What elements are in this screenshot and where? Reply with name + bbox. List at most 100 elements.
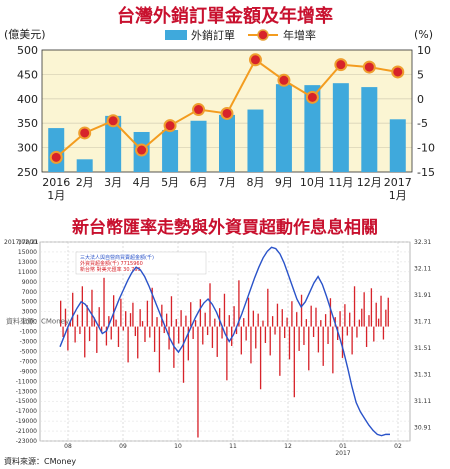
chart1-title: 台灣外銷訂單金額及年增率 (117, 6, 333, 27)
bar-foreign-flow (361, 308, 363, 327)
x-tick-label: 10月 (300, 176, 325, 189)
bar-foreign-flow (382, 326, 385, 340)
bar-foreign-flow (194, 320, 197, 327)
bar-foreign-flow (103, 277, 105, 327)
bar-foreign-flow (370, 288, 373, 327)
bar-foreign-flow (185, 315, 187, 327)
x-tick-label: 1月 (389, 189, 407, 202)
bar-foreign-flow (156, 317, 158, 327)
bar-foreign-flow (72, 292, 74, 327)
point-yoy-growth (49, 150, 63, 164)
bar-foreign-flow (161, 304, 163, 327)
bar-export-orders (247, 109, 264, 172)
y-tick-label: 350 (17, 117, 38, 130)
legend-label-bar: 外銷訂單 (191, 28, 235, 42)
y2-tick-label: 31.91 (414, 292, 431, 299)
bar-foreign-flow (149, 326, 151, 338)
y-tick-label: -13000 (16, 388, 37, 395)
bar-foreign-flow (368, 315, 370, 327)
point-yoy-growth (163, 119, 177, 133)
bar-foreign-flow (235, 326, 238, 335)
bar-foreign-flow (245, 326, 247, 341)
bar-foreign-flow (255, 326, 257, 349)
point-yoy-growth (391, 65, 405, 79)
bar-foreign-flow (259, 326, 262, 390)
x-tick-label: 9月 (275, 176, 293, 189)
legend-label-line: 年增率 (283, 28, 316, 42)
bar-foreign-flow (262, 320, 264, 327)
bar-export-orders (76, 159, 93, 172)
legend-line: 新台幣 對美元匯率 30.793 (80, 266, 141, 273)
bar-foreign-flow (269, 326, 271, 356)
x-tick-label: 8月 (246, 176, 264, 189)
y2-tick-label: -5 (417, 117, 428, 130)
y2-tick-label: 31.51 (414, 345, 431, 352)
bar-foreign-flow (216, 326, 218, 357)
bar-foreign-flow (69, 320, 71, 327)
bar-foreign-flow (257, 313, 259, 327)
export-orders-chart: 250 300 350 400 450 500 -15 -10 -5 0 5 10 (億美元) (%) 外銷… (4, 28, 435, 202)
x-tick-label: 5月 (161, 176, 179, 189)
x-tick-label: 10 (174, 443, 182, 450)
bar-foreign-flow (238, 280, 240, 327)
bar-foreign-flow (365, 326, 368, 347)
bar-foreign-flow (373, 326, 375, 342)
bar-export-orders (105, 115, 122, 172)
bar-foreign-flow (300, 294, 303, 327)
bar-foreign-flow (276, 303, 279, 327)
bar-foreign-flow (100, 326, 103, 333)
date-label: 2017/02/21 (4, 239, 39, 246)
bar-export-orders (361, 87, 378, 172)
bar-foreign-flow (64, 308, 67, 327)
bar-foreign-flow (281, 309, 283, 327)
bar-export-orders (304, 85, 321, 172)
bar-foreign-flow (303, 326, 305, 345)
y-tick-label: -19000 (16, 418, 37, 425)
bar-foreign-flow (76, 314, 79, 327)
bar-export-orders (332, 83, 349, 172)
bar-foreign-flow (139, 309, 141, 327)
bar-foreign-flow (84, 326, 86, 358)
y-tick-label: 13000 (18, 259, 37, 266)
bar-foreign-flow (86, 305, 88, 327)
bar-foreign-flow (202, 326, 204, 345)
bar-foreign-flow (60, 300, 62, 327)
bar-foreign-flow (329, 298, 332, 327)
bar-foreign-flow (358, 319, 361, 327)
y-tick-label: 7000 (22, 289, 37, 296)
line-twd-rate (59, 246, 390, 437)
bar-foreign-flow (112, 295, 115, 327)
bar-foreign-flow (115, 319, 117, 327)
bar-foreign-flow (129, 313, 132, 327)
bar-foreign-flow (110, 326, 112, 340)
legend-swatch-bar (165, 30, 187, 40)
x-tick-label: 02 (394, 443, 402, 450)
bar-foreign-flow (387, 297, 389, 327)
bar-foreign-flow (93, 317, 96, 327)
legend-line: 三大法人與自營商買賣超金額(千) (80, 254, 154, 261)
bar-foreign-flow (146, 300, 149, 327)
bar-foreign-flow (108, 316, 110, 327)
bar-foreign-flow (351, 326, 353, 355)
bar-foreign-flow (153, 326, 156, 352)
point-yoy-growth (248, 53, 262, 67)
bar-export-orders (219, 114, 235, 172)
bar-foreign-flow (317, 326, 320, 353)
bar-foreign-flow (190, 302, 192, 327)
watermark-source: 資料來源：CMoney (6, 317, 69, 326)
point-yoy-growth (362, 60, 376, 74)
bar-foreign-flow (228, 315, 230, 327)
y2-tick-label: 5 (417, 68, 424, 81)
point-yoy-growth (220, 106, 234, 120)
bar-foreign-flow (310, 305, 312, 327)
y-tick-label: 17000 (18, 239, 37, 246)
twd-foreign-flow-chart: 08 09 10 11 12 01 02 2017 17000 15000 13000 11000 90… (0, 236, 450, 458)
bar-foreign-flow (377, 318, 380, 327)
y2-tick-label: 32.11 (414, 266, 431, 273)
y2-tick-label: 30.91 (414, 425, 431, 432)
bar-foreign-flow (163, 326, 165, 334)
bar-export-orders (48, 128, 65, 172)
y-tick-label: -1000 (20, 329, 38, 336)
bar-foreign-flow (296, 312, 298, 327)
y2-axis-label: (%) (414, 28, 433, 41)
